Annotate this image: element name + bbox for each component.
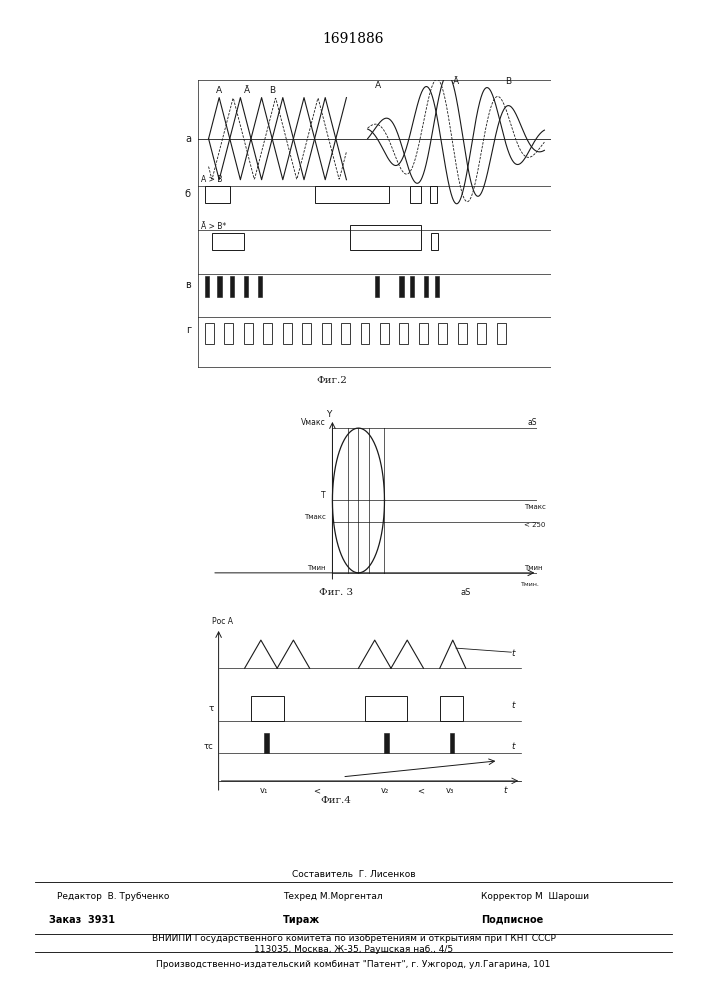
Bar: [419, 323, 428, 344]
Text: B: B: [506, 77, 512, 86]
Text: τ: τ: [209, 704, 214, 713]
Bar: [477, 323, 486, 344]
Text: 1691886: 1691886: [323, 32, 384, 46]
Text: t: t: [503, 786, 506, 795]
Bar: [258, 276, 262, 297]
Text: τс: τс: [204, 742, 214, 751]
Bar: [380, 323, 389, 344]
Text: Tмин: Tмин: [525, 565, 543, 571]
Text: T: T: [321, 491, 326, 500]
Bar: [410, 276, 414, 297]
Text: ВНИИПИ Государственного комитета по изобретениям и открытиям при ГКНТ СССР: ВНИИПИ Государственного комитета по изоб…: [151, 934, 556, 943]
Text: 113035, Москва, Ж-35, Раушская наб., 4/5: 113035, Москва, Ж-35, Раушская наб., 4/5: [254, 945, 453, 954]
Bar: [365, 696, 407, 721]
Text: Подписное: Подписное: [481, 915, 543, 925]
Text: t: t: [511, 742, 515, 751]
Text: Редактор  В. Трубченко: Редактор В. Трубченко: [57, 892, 169, 901]
Text: Tмин: Tмин: [308, 565, 326, 571]
Text: г: г: [186, 325, 191, 335]
Bar: [244, 276, 248, 297]
Text: Фиг. 3: Фиг. 3: [319, 588, 353, 597]
Bar: [385, 733, 390, 753]
Bar: [458, 323, 467, 344]
Bar: [264, 323, 272, 344]
Text: в: в: [185, 280, 191, 290]
Bar: [322, 323, 330, 344]
Text: Техред М.Моргентал: Техред М.Моргентал: [283, 892, 382, 901]
Text: Производственно-издательский комбинат "Патент", г. Ужгород, ул.Гагарина, 101: Производственно-издательский комбинат "П…: [156, 960, 551, 969]
Bar: [315, 186, 389, 203]
Text: t: t: [511, 649, 515, 658]
Bar: [205, 323, 214, 344]
Text: Рос А: Рос А: [212, 617, 233, 626]
Bar: [435, 276, 439, 297]
Text: Tмакс: Tмакс: [525, 504, 547, 510]
Bar: [438, 323, 448, 344]
Text: Корректор М  Шароши: Корректор М Шароши: [481, 892, 589, 901]
Bar: [264, 733, 269, 753]
Bar: [205, 276, 209, 297]
Text: v₃: v₃: [445, 786, 454, 795]
Text: A: A: [216, 86, 222, 95]
Bar: [230, 276, 234, 297]
Text: <: <: [312, 786, 320, 795]
Text: Фиг.2: Фиг.2: [317, 376, 348, 385]
Bar: [399, 323, 409, 344]
Bar: [430, 186, 437, 203]
Text: Tмакс: Tмакс: [304, 514, 326, 520]
Text: Y: Y: [327, 410, 332, 419]
Text: аS: аS: [460, 588, 471, 597]
Bar: [431, 233, 438, 250]
Text: v₂: v₂: [380, 786, 389, 795]
Text: Ā > В*: Ā > В*: [201, 222, 227, 231]
Bar: [496, 323, 506, 344]
Text: Ā: Ā: [244, 86, 250, 95]
Text: <: <: [416, 786, 423, 795]
Text: а: а: [185, 134, 191, 144]
Text: б: б: [185, 189, 191, 199]
Text: Vмакс: Vмакс: [301, 418, 326, 427]
Bar: [212, 233, 244, 250]
Bar: [303, 323, 311, 344]
Text: Ā: Ā: [452, 77, 459, 86]
Bar: [361, 323, 370, 344]
Text: Фиг.4: Фиг.4: [320, 796, 351, 805]
Text: А > В: А > В: [201, 175, 223, 184]
Bar: [283, 323, 291, 344]
Bar: [440, 696, 462, 721]
Text: Tмин.: Tмин.: [521, 582, 540, 587]
Bar: [218, 276, 222, 297]
Bar: [225, 323, 233, 344]
Bar: [424, 276, 428, 297]
Text: Тираж: Тираж: [283, 915, 320, 925]
Text: A: A: [375, 81, 381, 90]
Bar: [244, 323, 253, 344]
Bar: [341, 323, 350, 344]
Text: < 250: < 250: [525, 522, 546, 528]
Bar: [350, 225, 421, 250]
Text: Составитель  Г. Лисенков: Составитель Г. Лисенков: [292, 870, 415, 879]
Bar: [205, 186, 230, 203]
Bar: [410, 186, 421, 203]
Text: Заказ  3931: Заказ 3931: [49, 915, 115, 925]
Text: аS: аS: [528, 418, 537, 427]
Text: v₁: v₁: [260, 786, 269, 795]
Bar: [251, 696, 284, 721]
Bar: [375, 276, 379, 297]
Bar: [399, 276, 404, 297]
Bar: [450, 733, 455, 753]
Text: t: t: [511, 701, 515, 710]
Text: B: B: [269, 86, 275, 95]
